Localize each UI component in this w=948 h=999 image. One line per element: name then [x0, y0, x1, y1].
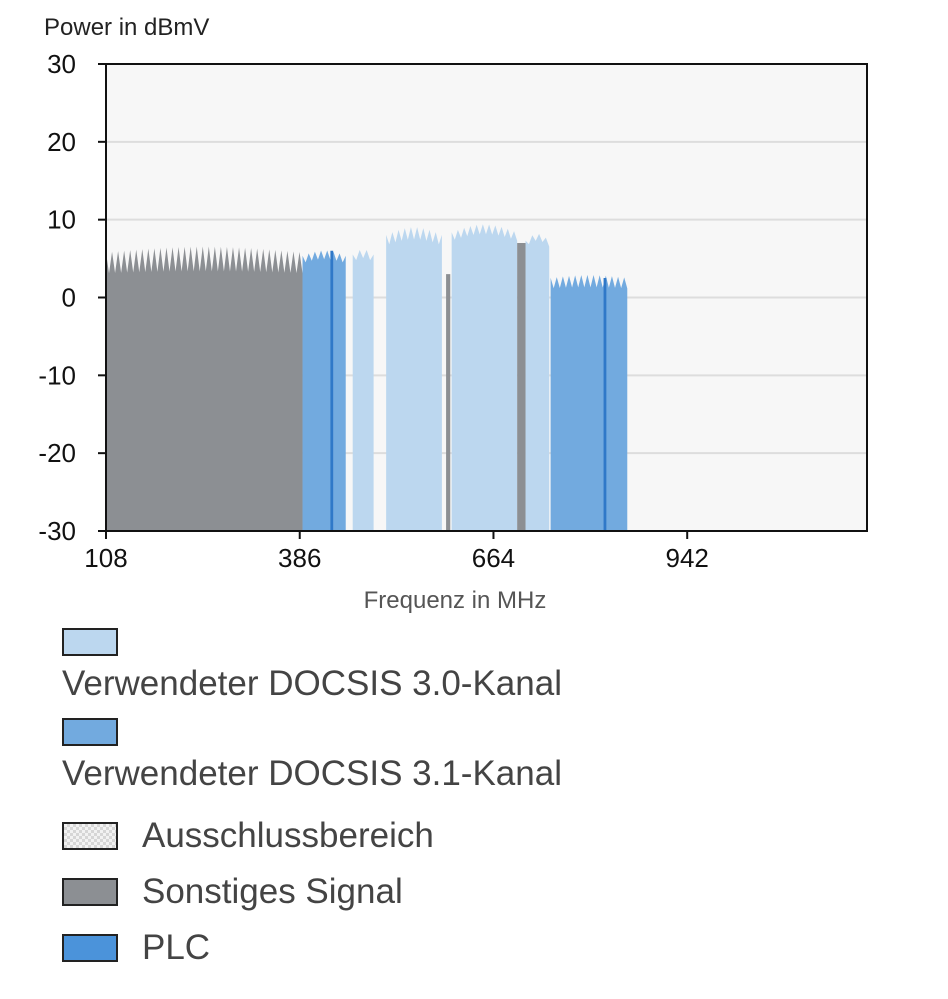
legend-label-excluded: Ausschlussbereich: [142, 816, 434, 855]
legend-item-plc: PLC: [62, 920, 922, 976]
legend-item-docsis30: Verwendeter DOCSIS 3.0-Kanal: [62, 628, 922, 704]
area-sonstiges-signal-2: [517, 243, 526, 531]
legend-swatch-plc: [62, 934, 118, 962]
legend-swatch-docsis30: [62, 628, 118, 656]
area-verwendeter-docsis-3-1-kanal-1: [550, 274, 628, 531]
area-verwendeter-docsis-3-0-kanal-3: [525, 233, 550, 531]
x-tick-label: 664: [472, 543, 515, 573]
legend-swatch-excluded: [62, 822, 118, 850]
y-tick-label: 10: [47, 205, 76, 235]
legend-item-excluded: Ausschlussbereich: [62, 808, 922, 864]
legend: Verwendeter DOCSIS 3.0-Kanal Verwendeter…: [62, 628, 922, 976]
area-verwendeter-docsis-3-0-kanal-1: [386, 227, 442, 532]
legend-item-other: Sonstiges Signal: [62, 864, 922, 920]
y-axis-ticks: 30 20 10 0 -10 -20 -30: [38, 49, 106, 546]
legend-label-docsis31: Verwendeter DOCSIS 3.1-Kanal: [62, 754, 562, 793]
y-axis-title: Power in dBmV: [44, 14, 209, 41]
area-verwendeter-docsis-3-0-kanal-2: [451, 224, 518, 531]
area-verwendeter-docsis-3-0-kanal-0: [352, 249, 374, 531]
x-tick-label: 942: [666, 543, 709, 573]
area-plc-0: [330, 250, 334, 532]
area-sonstiges-signal-0: [106, 246, 303, 531]
legend-label-plc: PLC: [142, 928, 211, 967]
plot-frame: [105, 63, 868, 532]
y-tick-label: 20: [47, 127, 76, 157]
legend-swatch-other: [62, 878, 118, 906]
area-verwendeter-docsis-3-1-kanal-0: [302, 250, 346, 532]
y-tick-label: 30: [47, 49, 76, 79]
area-sonstiges-signal-1: [446, 274, 451, 531]
area-plc-1: [603, 278, 607, 531]
legend-item-docsis31: Verwendeter DOCSIS 3.1-Kanal: [62, 718, 922, 794]
signal-areas: [106, 224, 628, 532]
legend-label-other: Sonstiges Signal: [142, 872, 403, 911]
y-tick-label: -30: [38, 516, 76, 546]
x-tick-label: 386: [278, 543, 321, 573]
y-tick-label: -20: [38, 438, 76, 468]
x-axis-ticks: 108 386 664 942: [84, 531, 709, 573]
x-axis-title: Frequenz in MHz: [364, 587, 547, 614]
spectrum-chart: Power in dBmV 30 20 10 0 -10 -20 -30 108 386 664…: [38, 14, 868, 614]
x-tick-label: 108: [84, 543, 127, 573]
legend-swatch-docsis31: [62, 718, 118, 746]
y-tick-label: -10: [38, 360, 76, 390]
y-tick-label: 0: [62, 283, 76, 313]
legend-label-docsis30: Verwendeter DOCSIS 3.0-Kanal: [62, 664, 562, 703]
